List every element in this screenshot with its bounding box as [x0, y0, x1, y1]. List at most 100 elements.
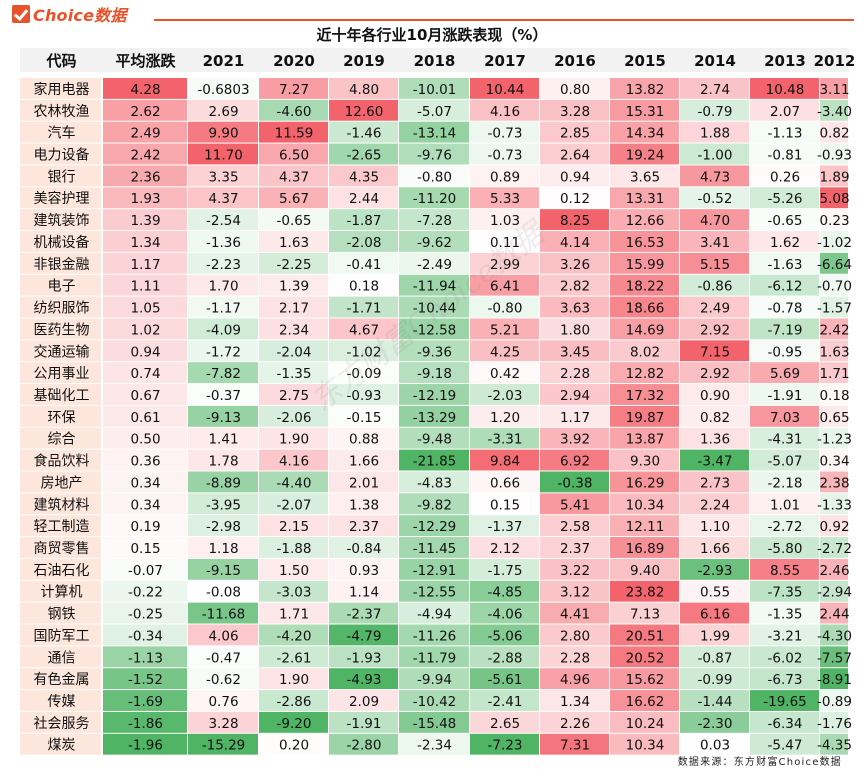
value-label: 0.34 [130, 475, 160, 491]
column-header: 2014 [694, 52, 736, 70]
value-label: -2.54 [206, 213, 241, 229]
value-label: 15.99 [626, 257, 665, 273]
industry-label: 交通运输 [34, 343, 90, 360]
value-label: 0.26 [770, 169, 800, 185]
value-label: 3.92 [560, 432, 590, 448]
industry-cell [20, 187, 101, 209]
value-label: 1.39 [279, 279, 309, 295]
heat-cell [103, 187, 187, 209]
value-label: -1.00 [698, 148, 733, 164]
value-label: 0.82 [819, 126, 849, 142]
heat-cell [750, 624, 819, 646]
value-label: 8.55 [770, 563, 800, 579]
value-label: -2.06 [277, 410, 312, 426]
industry-label: 食品饮料 [34, 453, 90, 470]
value-label: 2.12 [490, 541, 520, 557]
value-label: 15.31 [626, 104, 665, 120]
heat-cell [188, 471, 258, 493]
heat-cell [680, 340, 749, 362]
industry-cell [20, 78, 101, 99]
heat-cell [188, 668, 258, 690]
value-label: -15.48 [413, 716, 457, 732]
value-label: 1.63 [279, 235, 309, 251]
industry-label: 基础化工 [34, 387, 90, 404]
data-source: 数据来源：东方财富Choice数据 [677, 757, 842, 768]
heat-cell [820, 274, 848, 296]
heat-cell [329, 143, 398, 165]
value-label: -9.20 [277, 716, 312, 732]
heat-cell [540, 602, 609, 624]
heat-cell [680, 733, 749, 755]
value-label: 0.82 [700, 410, 730, 426]
value-label: 1.17 [130, 257, 160, 273]
heat-cell [259, 493, 328, 515]
value-label: 16.89 [626, 541, 665, 557]
value-label: -13.14 [413, 126, 457, 142]
heat-cell [680, 231, 749, 252]
value-label: 2.44 [819, 607, 849, 623]
value-label: 2.49 [700, 301, 730, 317]
value-label: -2.88 [488, 650, 523, 666]
value-label: 4.16 [490, 104, 520, 120]
heat-cell [680, 493, 749, 515]
value-label: 4.35 [349, 169, 379, 185]
value-label: -2.61 [277, 650, 312, 666]
heat-cell [750, 558, 819, 580]
heat-cell [820, 515, 848, 537]
value-label: -0.78 [768, 301, 803, 317]
heat-cell [610, 405, 679, 427]
value-label: -0.38 [558, 475, 593, 491]
heat-cell [540, 558, 609, 580]
heat-cell [399, 690, 469, 711]
heat-cell [399, 515, 469, 537]
value-label: -1.63 [768, 257, 803, 273]
value-label: -11.45 [413, 541, 457, 557]
value-label: -12.58 [413, 322, 457, 338]
value-label: 1.50 [279, 563, 309, 579]
value-label: 2.58 [560, 519, 590, 535]
value-label: -7.23 [488, 738, 523, 754]
heat-cell [750, 340, 819, 362]
value-label: 0.11 [490, 235, 520, 251]
value-label: -12.29 [413, 519, 457, 535]
value-label: -5.26 [768, 191, 803, 207]
industry-cell [20, 121, 101, 143]
heat-cell [399, 471, 469, 493]
value-label: -0.25 [128, 607, 163, 623]
value-label: 0.03 [700, 738, 730, 754]
value-label: -4.35 [817, 738, 852, 754]
value-label: -4.94 [417, 607, 452, 623]
heat-cell [259, 558, 328, 580]
value-label: 7.31 [560, 738, 590, 754]
industry-cell [20, 209, 101, 231]
value-label: -11.20 [413, 191, 457, 207]
value-label: -5.07 [417, 104, 452, 120]
value-label: 1.36 [700, 432, 730, 448]
heat-cell [540, 99, 609, 121]
value-label: -0.15 [347, 410, 382, 426]
heat-cell [750, 318, 819, 340]
value-label: -3.31 [488, 432, 523, 448]
heat-cell [820, 580, 848, 602]
heat-cell [329, 384, 398, 405]
value-label: -2.98 [206, 519, 241, 535]
heat-cell [470, 99, 539, 121]
heat-cell [103, 537, 187, 558]
value-label: 6.50 [279, 148, 309, 164]
heat-cell [470, 78, 539, 99]
heat-cell [540, 209, 609, 231]
heat-cell [259, 121, 328, 143]
industry-cell [20, 274, 101, 296]
heat-cell [329, 274, 398, 296]
value-label: 23.82 [626, 585, 665, 601]
heat-cell [750, 362, 819, 384]
heat-cell [103, 252, 187, 274]
heat-cell [750, 733, 819, 755]
value-label: 6.16 [700, 607, 730, 623]
value-label: -0.81 [768, 148, 803, 164]
heat-cell [399, 209, 469, 231]
heat-cell [470, 711, 539, 733]
value-label: 6.41 [490, 279, 520, 295]
heat-cell [820, 340, 848, 362]
